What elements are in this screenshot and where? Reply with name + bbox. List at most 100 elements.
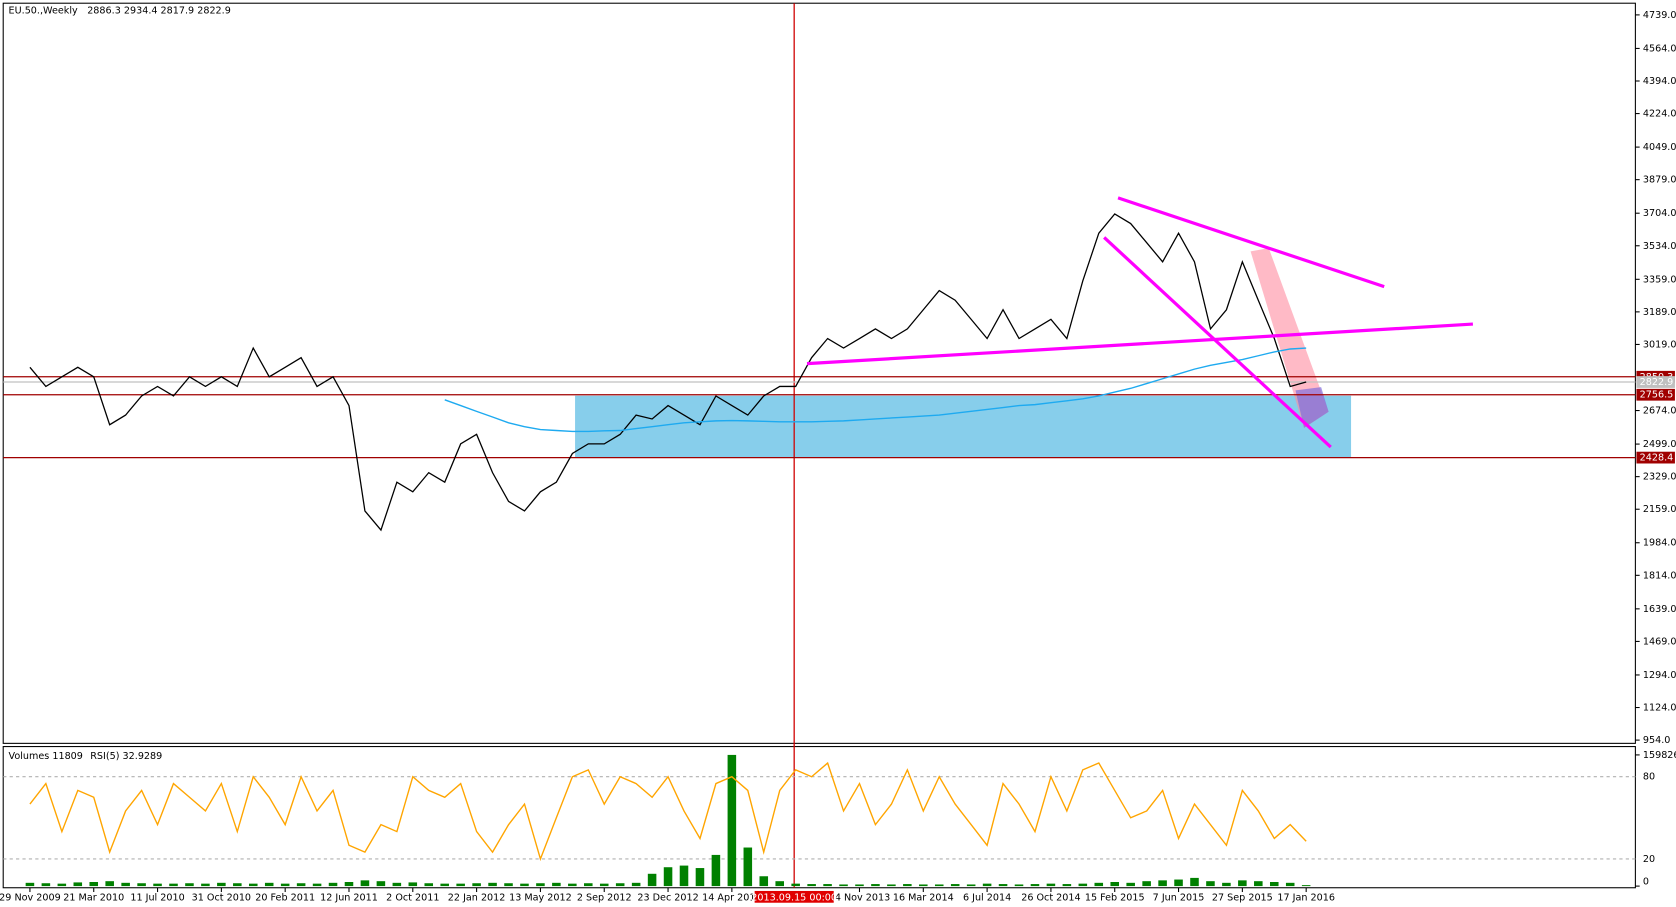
volume-bar: [552, 882, 561, 887]
volume-bar: [1190, 877, 1199, 887]
volume-bar: [950, 884, 960, 887]
volume-bar: [1126, 882, 1135, 887]
rsi-name: RSI(5): [90, 751, 119, 762]
crosshair-label: 2013.09.15 00:00: [751, 892, 837, 903]
volume-bar: [1078, 883, 1088, 887]
y-tick-label: 4564.0: [1643, 43, 1676, 54]
volume-bar: [966, 884, 976, 887]
volume-bar: [1158, 880, 1167, 887]
volume-bar: [296, 883, 306, 887]
x-tick-label: 17 Jan 2016: [1277, 892, 1335, 903]
y-tick-label: 4224.0: [1643, 109, 1676, 120]
volume-bar: [1174, 879, 1183, 887]
y-tick-label: 2499.0: [1643, 439, 1676, 450]
volume-bar: [424, 883, 434, 887]
main-panel: [2, 2, 1636, 744]
volume-bar: [456, 883, 465, 887]
volume-bar: [89, 882, 99, 887]
close: 2822.9: [197, 6, 231, 17]
y-tick-label: 3189.0: [1643, 307, 1676, 318]
price-line-series: [29, 213, 1307, 532]
y2-tick-label: 1598267: [1643, 750, 1676, 761]
volume-bar: [392, 882, 402, 887]
y-tick-label: 1469.0: [1643, 636, 1676, 647]
volume-bar: [615, 883, 625, 887]
volume-bar: [743, 847, 753, 887]
volume-bar: [695, 868, 705, 887]
volume-name: Volumes: [9, 751, 50, 762]
volume-bar: [344, 882, 354, 887]
volume-bar: [711, 854, 721, 887]
high: 2934.4: [124, 6, 158, 17]
volume-bar: [775, 881, 784, 887]
volume-bar: [185, 883, 194, 887]
y2-tick-label: 0: [1643, 876, 1649, 887]
y-tick-label: 2159.0: [1643, 504, 1676, 515]
y-tick-label: 1124.0: [1643, 703, 1676, 714]
volume-bar: [1254, 881, 1263, 887]
volume-bar: [1238, 880, 1247, 887]
y-tick-label: 1294.0: [1643, 670, 1676, 681]
price-label-bg: [1636, 388, 1675, 401]
volume-bar: [217, 882, 226, 887]
volume-bar: [1142, 881, 1151, 887]
indicator-header: Volumes 11809 RSI(5) 32.9289: [9, 751, 163, 762]
trendline: [806, 322, 1474, 366]
volume-bar: [105, 881, 114, 887]
x-tick-label: 14 Apr 2013: [702, 892, 761, 903]
volume-bar: [727, 754, 737, 887]
volume-bar: [376, 881, 386, 887]
volume-bar: [1062, 884, 1072, 887]
moving-average: [444, 347, 1307, 433]
volume-bar: [759, 876, 769, 887]
price-label: 2822.9: [1640, 377, 1674, 388]
volume-bar: [855, 884, 864, 887]
volume-bar: [1206, 881, 1215, 887]
volume-bar: [1094, 882, 1104, 887]
volume-bar: [169, 883, 178, 887]
x-tick-label: 11 Jul 2010: [130, 892, 184, 903]
price-label: 2756.5: [1640, 390, 1674, 401]
trendline: [1103, 236, 1332, 449]
y-tick-label: 4739.0: [1643, 10, 1676, 21]
x-tick-label: 6 Jul 2014: [963, 892, 1011, 903]
x-tick-label: 27 Sep 2015: [1212, 892, 1273, 903]
volume-bar: [472, 883, 481, 887]
volume-bar: [839, 884, 848, 887]
volume-bar: [934, 884, 944, 887]
volume-bar: [982, 883, 992, 887]
volume-bar: [25, 882, 35, 887]
volume-bar: [647, 873, 657, 887]
volume-bar: [408, 882, 418, 887]
volume-bar: [903, 884, 912, 887]
volume-bar: [1030, 884, 1040, 887]
x-tick-label: 22 Jan 2012: [448, 892, 506, 903]
y-tick-label: 4394.0: [1643, 76, 1676, 87]
crosshair-label-bg: [754, 890, 834, 903]
price-label-bg: [1636, 451, 1675, 464]
volume-bar: [280, 883, 290, 887]
volume-bar: [153, 883, 162, 887]
trendline: [1117, 196, 1385, 289]
volume-bar: [807, 884, 816, 887]
volume-bar: [121, 882, 130, 887]
volume-bar: [871, 884, 880, 887]
volume-bar: [360, 880, 370, 887]
volume-bar: [312, 883, 322, 887]
volume-bar: [488, 882, 497, 887]
falling-channel: [1250, 248, 1329, 428]
volume-bar: [520, 883, 529, 887]
rsi-line: [29, 761, 1307, 862]
y-tick-label: 954.0: [1643, 735, 1671, 746]
y-tick-label: 4049.0: [1643, 142, 1676, 153]
volume-bar: [1014, 884, 1024, 887]
volume-bar: [919, 884, 928, 887]
volume-bar: [440, 883, 449, 887]
y-tick-label: 20: [1643, 854, 1655, 865]
x-tick-label: 23 Dec 2012: [637, 892, 698, 903]
x-tick-label: 12 Jun 2011: [320, 892, 378, 903]
x-tick-label: 26 Oct 2014: [1021, 892, 1080, 903]
volume-bar: [1110, 882, 1120, 887]
